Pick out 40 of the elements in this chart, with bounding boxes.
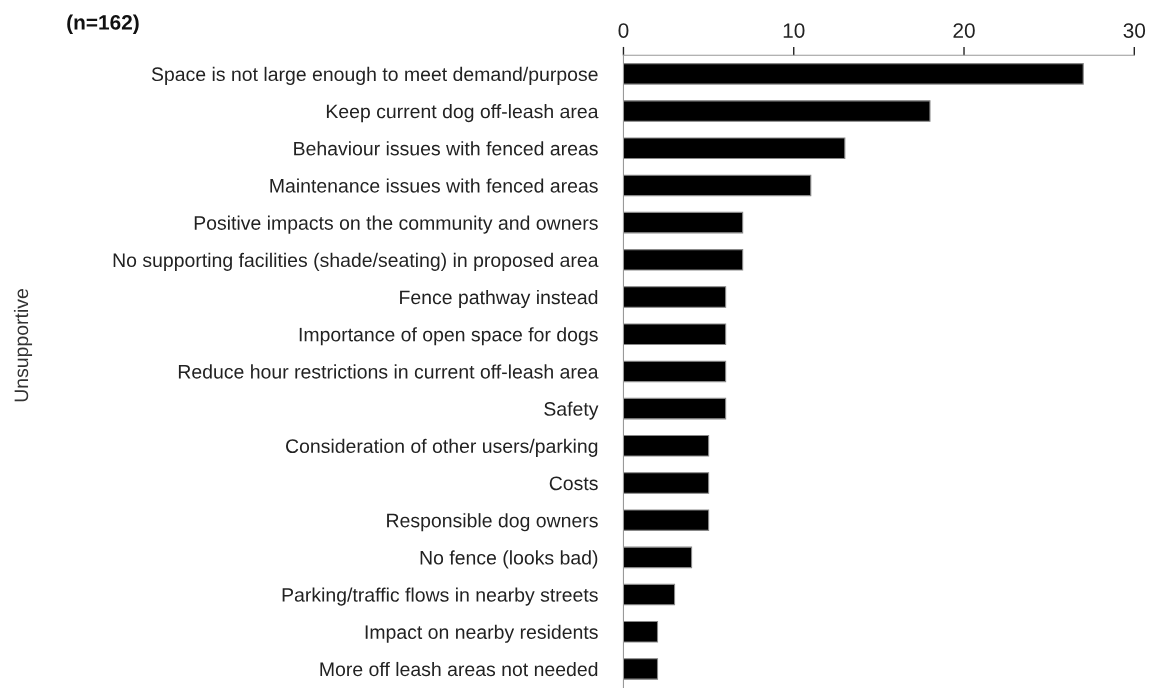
y-tick-label: Positive impacts on the community and owners [194,215,598,234]
x-tick-label: 10 [783,23,805,38]
y-tick-label: Impact on nearby residents [365,624,598,643]
y-tick-label: Responsible dog owners [387,513,598,532]
y-tick-label: Safety [544,401,599,420]
bar [623,63,1084,85]
y-axis-title: Unsupportive [13,289,33,402]
x-tick-label: 30 [1123,23,1146,38]
y-tick-label: Fence pathway instead [400,289,598,309]
x-tick-label: 20 [953,23,975,38]
bar [623,620,659,643]
y-tick-label: Space is not large enough to meet demand/purpose [151,66,598,85]
bar [623,435,710,457]
bar [623,658,659,680]
bar [623,211,744,234]
text: (n=162) [67,14,139,34]
x-tick-label: 0 [618,23,629,38]
bar [623,546,693,569]
bar [623,100,931,122]
bar [623,249,744,271]
bar [623,509,710,531]
y-tick-label: Parking/traffic flows in nearby streets [282,587,598,606]
y-tick-label: Keep current dog off-leash area [326,104,599,123]
bar [623,472,710,494]
bar [623,397,727,420]
bar [623,137,846,160]
y-tick-label: Reduce hour restrictions in current off-leash area [178,364,599,379]
y-tick-label: Behaviour issues with fenced areas [294,141,598,156]
bar [623,583,676,606]
bar [623,286,727,308]
bar [623,360,727,383]
bar [623,323,727,346]
bar [623,174,812,197]
y-tick-label: Maintenance issues with fenced areas [270,178,598,193]
y-tick-label: No supporting facilities (shade/seating) in proposed area [113,252,599,271]
y-tick-label: Costs [549,476,598,491]
y-tick-label: Importance of open space for dogs [299,327,598,346]
y-tick-label: More off leash areas not needed [320,661,598,677]
y-tick-label: No fence (looks bad) [420,550,598,569]
y-tick-label: Consideration of other users/parking [286,438,598,457]
